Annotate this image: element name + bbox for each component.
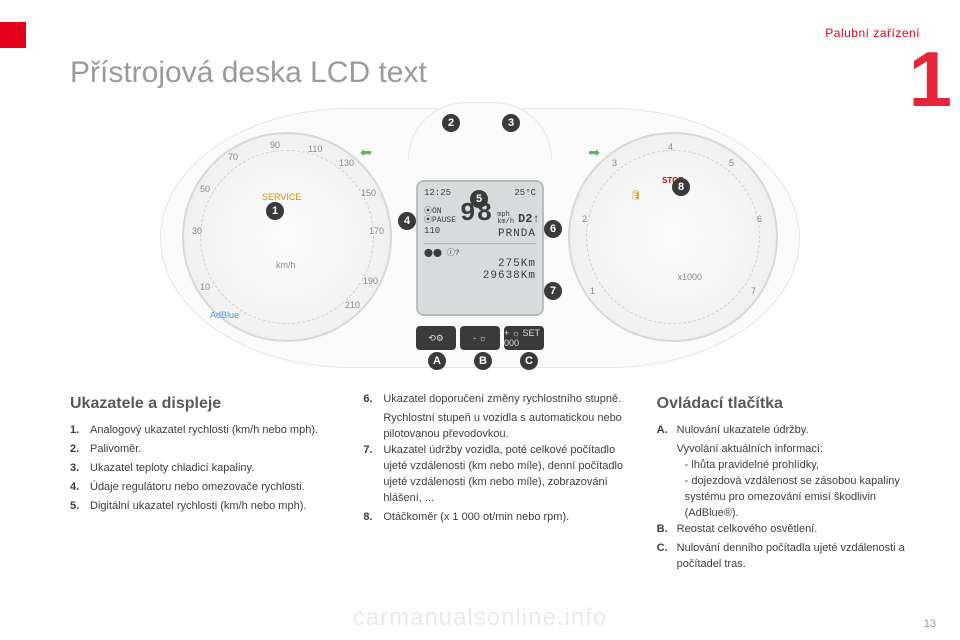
badge-5: 5 xyxy=(470,190,488,208)
badge-3: 3 xyxy=(502,114,520,132)
cruise-icon: ⦿ON⦿PAUSE xyxy=(424,208,456,226)
badge-c: C xyxy=(520,352,538,370)
list-subtext: Rychlostní stupeň u vozidla s automatick… xyxy=(363,411,626,443)
column-left: Ukazatele a displeje 1.Analogový ukazate… xyxy=(70,392,333,576)
control-button-row: ⟲⚙ - ☼ + ☼ SET 000 xyxy=(416,326,544,350)
speedo-tick: 90 xyxy=(270,140,280,150)
turn-right-icon: ➡ xyxy=(588,144,600,161)
accent-bar xyxy=(0,22,26,48)
tacho-tick: 5 xyxy=(729,158,734,168)
badge-8: 8 xyxy=(672,178,690,196)
adblue-icon: AdBlue xyxy=(210,310,239,320)
list-item: 7.Ukazatel údržby vozidla, poté celkové … xyxy=(363,443,626,507)
speedo-tick: 130 xyxy=(339,158,354,168)
tacho-unit: x1000 xyxy=(677,272,702,282)
dash-list: lhůta pravidelné prohlídky, dojezdová vz… xyxy=(657,458,920,522)
tacho-tick: 4 xyxy=(668,142,673,152)
tachometer-dial: 1 2 3 4 5 6 7 x1000 STOP 🛢 xyxy=(568,132,778,342)
watermark: carmanualsonline.info xyxy=(0,604,960,632)
list-item: 5.Digitální ukazatel rychlosti (km/h neb… xyxy=(70,499,333,515)
lcd-gear: D2↑ xyxy=(518,212,540,226)
speedo-unit: km/h xyxy=(276,260,296,270)
instrument-cluster: ⬅ ➡ 10 30 50 70 90 110 130 150 170 190 2… xyxy=(160,108,800,368)
lcd-time: 12:25 xyxy=(424,188,451,198)
lcd-odo: 29638Km xyxy=(424,270,536,282)
button-a[interactable]: ⟲⚙ xyxy=(416,326,456,350)
speedo-tick: 150 xyxy=(361,188,376,198)
list-item: C.Nulování denního počítadla ujeté vzdál… xyxy=(657,541,920,573)
lcd-prnda: PRNDA xyxy=(498,228,536,240)
turn-left-icon: ⬅ xyxy=(360,144,372,161)
speedo-tick: 70 xyxy=(228,152,238,162)
tpms-icon: ⬤⬤ ⓘ? xyxy=(424,247,536,258)
page-title: Přístrojová deska LCD text xyxy=(70,56,427,90)
lcd-cruise-set: 110 xyxy=(424,226,440,240)
speedo-tick: 30 xyxy=(192,226,202,236)
speedo-tick: 190 xyxy=(363,276,378,286)
speedometer-dial: 10 30 50 70 90 110 130 150 170 190 210 k… xyxy=(182,132,392,342)
list-subtext: Vyvolání aktuálních informací: xyxy=(657,442,920,458)
lcd-trip: 275Km xyxy=(424,258,536,270)
speedo-tick: 50 xyxy=(200,184,210,194)
list-item: A.Nulování ukazatele údržby. xyxy=(657,423,920,439)
badge-4: 4 xyxy=(398,212,416,230)
oil-icon: 🛢 xyxy=(630,190,641,201)
dash-item: lhůta pravidelné prohlídky, xyxy=(685,458,920,474)
speedo-tick: 170 xyxy=(369,226,384,236)
tacho-tick: 6 xyxy=(757,214,762,224)
list-item: 4.Údaje regulátoru nebo omezovače rychlo… xyxy=(70,480,333,496)
page-number: 13 xyxy=(924,618,936,630)
badge-7: 7 xyxy=(544,282,562,300)
badge-1: 1 xyxy=(266,202,284,220)
column-right: Ovládací tlačítka A.Nulování ukazatele ú… xyxy=(657,392,920,576)
right-heading: Ovládací tlačítka xyxy=(657,392,920,415)
button-b[interactable]: - ☼ xyxy=(460,326,500,350)
badge-b: B xyxy=(474,352,492,370)
list-item: 6.Ukazatel doporučení změny rychlostního… xyxy=(363,392,626,408)
speedo-scale xyxy=(200,150,374,324)
tacho-tick: 1 xyxy=(590,286,595,296)
list-item: B.Reostat celkového osvětlení. xyxy=(657,522,920,538)
content-columns: Ukazatele a displeje 1.Analogový ukazate… xyxy=(70,392,920,576)
column-middle: 6.Ukazatel doporučení změny rychlostního… xyxy=(363,392,626,576)
tacho-tick: 2 xyxy=(582,214,587,224)
tacho-tick: 3 xyxy=(612,158,617,168)
tacho-tick: 7 xyxy=(751,286,756,296)
left-heading: Ukazatele a displeje xyxy=(70,392,333,415)
service-label: SERVICE xyxy=(262,192,301,202)
lcd-speed-unit: mph km/h xyxy=(497,212,514,226)
badge-6: 6 xyxy=(544,220,562,238)
lcd-temp: 25°C xyxy=(514,188,536,198)
badge-a: A xyxy=(428,352,446,370)
speedo-tick: 10 xyxy=(200,282,210,292)
list-item: 8.Otáčkoměr (x 1 000 ot/min nebo rpm). xyxy=(363,510,626,526)
list-item: 1.Analogový ukazatel rychlosti (km/h neb… xyxy=(70,423,333,439)
list-item: 2.Palivoměr. xyxy=(70,442,333,458)
speedo-tick: 210 xyxy=(345,300,360,310)
section-label: Palubní zařízení xyxy=(825,26,920,40)
dash-item: dojezdová vzdálenost se zásobou kapaliny… xyxy=(685,474,920,522)
speedo-tick: 110 xyxy=(308,144,322,154)
button-c[interactable]: + ☼ SET 000 xyxy=(504,326,544,350)
chapter-number: 1 xyxy=(909,34,952,125)
list-item: 3.Ukazatel teploty chladicí kapaliny. xyxy=(70,461,333,477)
badge-2: 2 xyxy=(442,114,460,132)
